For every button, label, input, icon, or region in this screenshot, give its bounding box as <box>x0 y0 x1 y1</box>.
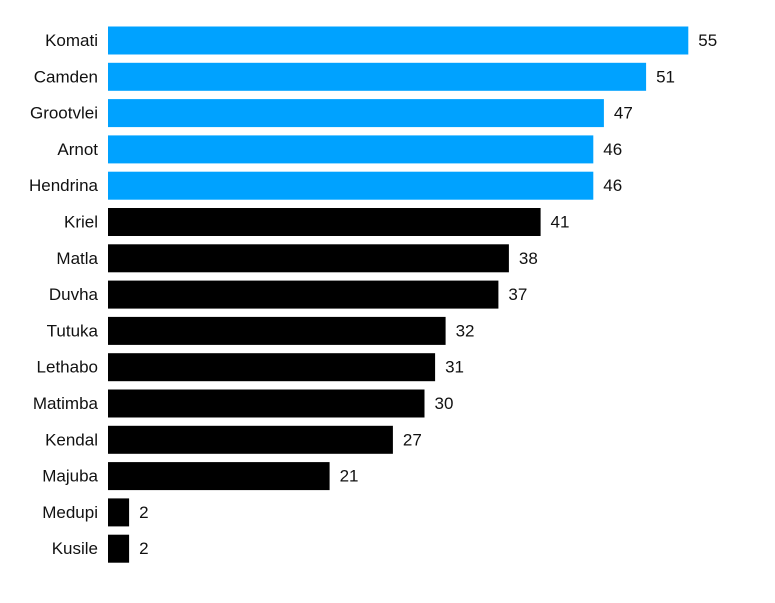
bar-lethabo <box>108 353 436 382</box>
value-label: 32 <box>456 321 475 340</box>
category-label: Matla <box>56 249 98 268</box>
category-label: Kusile <box>52 539 98 558</box>
value-label: 37 <box>508 285 527 304</box>
value-label: 46 <box>603 176 622 195</box>
category-label: Majuba <box>42 467 98 486</box>
bar-kusile <box>108 534 130 563</box>
value-label: 27 <box>403 430 422 449</box>
category-label: Kendal <box>45 430 98 449</box>
bar-majuba <box>108 462 330 491</box>
bar-kendal <box>108 425 393 454</box>
category-label: Arnot <box>57 140 98 159</box>
value-label: 38 <box>519 249 538 268</box>
value-label: 55 <box>698 31 717 50</box>
category-label: Camden <box>34 67 98 86</box>
value-label: 30 <box>435 394 454 413</box>
value-label: 41 <box>551 213 570 232</box>
bar-tutuka <box>108 316 446 345</box>
category-label: Kriel <box>64 213 98 232</box>
bar-camden <box>108 62 647 91</box>
category-label: Medupi <box>42 503 98 522</box>
bar-duvha <box>108 280 499 309</box>
category-label: Matimba <box>33 394 99 413</box>
category-label: Grootvlei <box>30 104 98 123</box>
value-label: 21 <box>340 467 359 486</box>
bar-medupi <box>108 498 130 527</box>
category-label: Komati <box>45 31 98 50</box>
value-label: 31 <box>445 358 464 377</box>
bar-kriel <box>108 208 541 236</box>
value-label: 2 <box>139 539 148 558</box>
bar-matimba <box>108 389 425 418</box>
category-label: Duvha <box>49 285 99 304</box>
category-label: Tutuka <box>47 321 99 340</box>
bar-arnot <box>108 135 594 164</box>
bar-hendrina <box>108 171 594 200</box>
value-labels-group: 55 51 47 46 46 41 38 37 32 31 30 27 21 2 2 <box>139 31 717 558</box>
value-label: 2 <box>139 503 148 522</box>
category-label: Lethabo <box>37 358 98 377</box>
value-label: 46 <box>603 140 622 159</box>
category-label: Hendrina <box>29 176 99 195</box>
bars-group <box>108 26 689 563</box>
value-label: 51 <box>656 67 675 86</box>
bar-grootvlei <box>108 99 604 128</box>
value-label: 47 <box>614 104 633 123</box>
category-labels-group: Komati Camden Grootvlei Arnot Hendrina Kriel M… <box>29 31 99 558</box>
bar-matla <box>108 244 509 273</box>
bar-komati <box>108 26 689 55</box>
